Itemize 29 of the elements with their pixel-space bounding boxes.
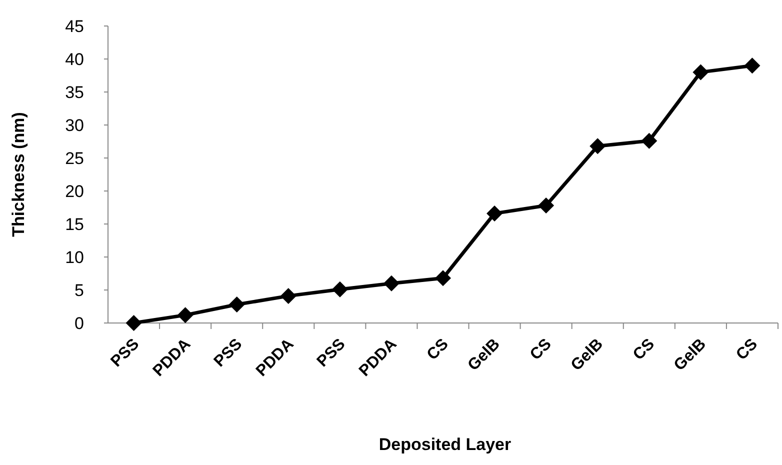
x-tick-label: CS bbox=[527, 336, 556, 364]
point bbox=[692, 64, 709, 80]
y-tick-label: 20 bbox=[65, 182, 84, 201]
y-axis-title: Thickness (nm) bbox=[9, 112, 28, 237]
y-tick-label: 35 bbox=[65, 82, 84, 102]
y-tick-label: 15 bbox=[65, 214, 84, 234]
point bbox=[435, 270, 451, 286]
point bbox=[332, 281, 348, 298]
point bbox=[744, 58, 760, 74]
x-axis-title: Deposited Layer bbox=[378, 435, 512, 454]
point bbox=[383, 275, 400, 292]
point bbox=[177, 307, 194, 324]
y-tick-label: 5 bbox=[74, 280, 84, 300]
point bbox=[126, 315, 142, 331]
point bbox=[486, 205, 503, 222]
x-tick-label: CS bbox=[733, 336, 762, 364]
y-tick-label: 40 bbox=[65, 50, 84, 69]
y-tick-label: 0 bbox=[74, 314, 84, 333]
y-tick-label: 10 bbox=[65, 248, 84, 267]
point bbox=[280, 288, 296, 304]
point bbox=[228, 296, 245, 313]
point bbox=[538, 198, 554, 214]
y-tick-label: 25 bbox=[65, 148, 84, 168]
point bbox=[641, 132, 658, 149]
x-tick-label: CS bbox=[630, 336, 658, 364]
point bbox=[590, 138, 606, 154]
y-tick-label: 30 bbox=[65, 116, 84, 135]
y-tick-label: 45 bbox=[65, 16, 84, 36]
x-tick-label: CS bbox=[424, 336, 452, 364]
